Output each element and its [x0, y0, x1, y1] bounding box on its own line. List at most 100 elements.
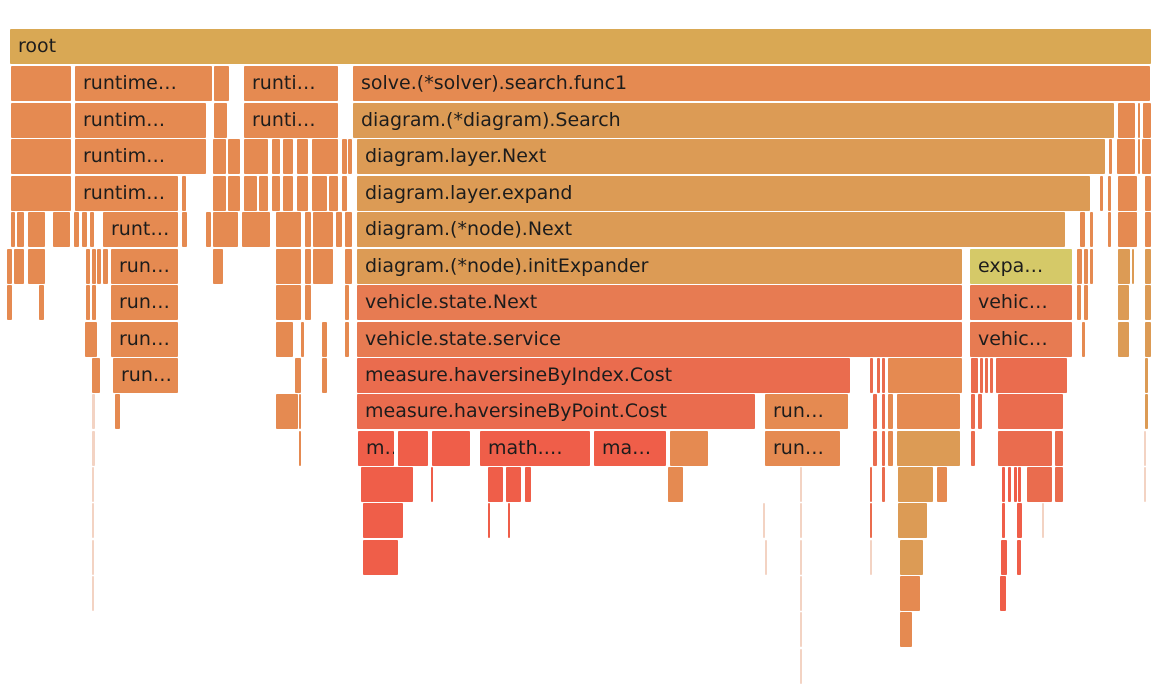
frame[interactable] — [870, 358, 873, 393]
frame[interactable] — [345, 285, 349, 320]
frame[interactable] — [329, 176, 338, 211]
frame[interactable] — [882, 358, 885, 393]
frame[interactable] — [1008, 467, 1011, 502]
frame[interactable] — [882, 467, 885, 502]
frame[interactable] — [1100, 176, 1103, 211]
frame[interactable] — [228, 139, 240, 174]
frame[interactable] — [11, 176, 71, 211]
frame[interactable] — [85, 322, 97, 357]
frame[interactable] — [897, 394, 960, 429]
frame-root[interactable]: root — [10, 29, 1151, 64]
frame-m[interactable]: m… — [358, 431, 394, 466]
frame[interactable] — [1017, 503, 1022, 538]
frame[interactable] — [998, 394, 1063, 429]
frame[interactable] — [1080, 212, 1085, 247]
frame-run[interactable]: run… — [111, 249, 178, 284]
frame[interactable] — [345, 212, 352, 247]
frame[interactable] — [295, 358, 301, 393]
frame-diagram-layer-next[interactable]: diagram.layer.Next — [357, 139, 1105, 174]
frame[interactable] — [1002, 503, 1005, 538]
frame[interactable] — [1118, 212, 1137, 247]
frame-runtim[interactable]: runtim… — [75, 176, 178, 211]
frame[interactable] — [670, 431, 708, 466]
frame[interactable] — [1077, 285, 1081, 320]
frame[interactable] — [488, 503, 490, 538]
frame[interactable] — [11, 103, 71, 138]
frame[interactable] — [1042, 503, 1044, 538]
frame[interactable] — [996, 358, 1067, 393]
frame[interactable] — [11, 66, 71, 101]
frame[interactable] — [1117, 139, 1135, 174]
frame[interactable] — [92, 431, 95, 466]
frame[interactable] — [17, 212, 24, 247]
frame-runti[interactable]: runti… — [244, 66, 338, 101]
frame[interactable] — [92, 249, 96, 284]
frame[interactable] — [342, 176, 347, 211]
frame[interactable] — [322, 322, 327, 357]
frame[interactable] — [276, 212, 301, 247]
frame[interactable] — [1090, 249, 1093, 284]
frame-vehic[interactable]: vehic… — [970, 322, 1072, 357]
frame[interactable] — [1055, 431, 1063, 466]
frame[interactable] — [11, 212, 15, 247]
frame[interactable] — [980, 358, 983, 393]
frame[interactable] — [1118, 322, 1129, 357]
frame[interactable] — [432, 431, 470, 466]
frame[interactable] — [506, 467, 521, 502]
frame-vehicle-state-next[interactable]: vehicle.state.Next — [357, 285, 962, 320]
frame[interactable] — [800, 540, 802, 575]
frame[interactable] — [1017, 540, 1021, 575]
frame[interactable] — [1118, 176, 1137, 211]
frame[interactable] — [870, 540, 872, 575]
frame[interactable] — [1145, 394, 1148, 429]
frame[interactable] — [800, 576, 802, 611]
frame[interactable] — [213, 212, 238, 247]
frame[interactable] — [301, 322, 304, 357]
frame[interactable] — [898, 467, 933, 502]
frame-runtim[interactable]: runtim… — [75, 139, 206, 174]
frame[interactable] — [92, 540, 94, 575]
frame[interactable] — [1090, 212, 1093, 247]
frame[interactable] — [313, 212, 333, 247]
frame[interactable] — [1118, 285, 1129, 320]
frame[interactable] — [242, 212, 270, 247]
frame[interactable] — [763, 503, 765, 538]
frame[interactable] — [1145, 212, 1151, 247]
frame[interactable] — [971, 394, 975, 429]
frame-diagram-diagram-search[interactable]: diagram.(*diagram).Search — [353, 103, 1114, 138]
frame[interactable] — [1109, 139, 1112, 174]
frame[interactable] — [345, 249, 352, 284]
frame[interactable] — [213, 139, 226, 174]
frame-measure-haversinebypoint-cost[interactable]: measure.haversineByPoint.Cost — [357, 394, 755, 429]
frame[interactable] — [53, 212, 70, 247]
frame[interactable] — [115, 394, 120, 429]
frame[interactable] — [870, 503, 872, 538]
frame[interactable] — [86, 285, 90, 320]
frame[interactable] — [1144, 431, 1146, 466]
frame[interactable] — [1138, 139, 1140, 174]
frame[interactable] — [1000, 576, 1006, 611]
frame-vehicle-state-service[interactable]: vehicle.state.service — [357, 322, 962, 357]
frame[interactable] — [92, 576, 94, 611]
frame[interactable] — [272, 139, 280, 174]
frame[interactable] — [305, 249, 311, 284]
frame[interactable] — [182, 212, 187, 247]
frame[interactable] — [898, 503, 927, 538]
frame[interactable] — [1084, 249, 1088, 284]
frame[interactable] — [1001, 540, 1007, 575]
frame-runtime[interactable]: runtime… — [75, 66, 212, 101]
frame[interactable] — [299, 394, 301, 429]
frame[interactable] — [11, 139, 71, 174]
frame[interactable] — [990, 358, 993, 393]
frame[interactable] — [508, 503, 510, 538]
frame[interactable] — [92, 394, 95, 429]
frame-vehic[interactable]: vehic… — [970, 285, 1072, 320]
frame[interactable] — [92, 358, 100, 393]
frame[interactable] — [276, 322, 293, 357]
frame[interactable] — [336, 212, 342, 247]
frame[interactable] — [213, 176, 226, 211]
frame-run[interactable]: run… — [111, 322, 178, 357]
frame[interactable] — [103, 249, 108, 284]
frame[interactable] — [1108, 176, 1111, 211]
frame[interactable] — [297, 139, 308, 174]
